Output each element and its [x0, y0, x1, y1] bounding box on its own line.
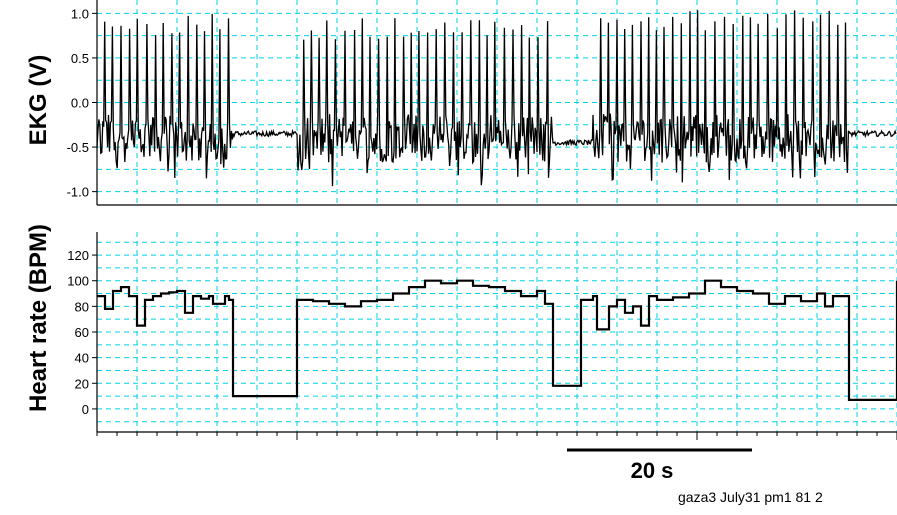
hr-tick-label: 60	[75, 325, 89, 340]
hr-x-ticks	[96, 432, 897, 440]
hr-tick-label: 20	[75, 376, 89, 391]
footer-text: gaza3 July31 pm1 81 2	[678, 489, 823, 505]
scale-bar-label: 20 s	[631, 458, 674, 483]
hr-tick-label: 100	[67, 274, 89, 289]
ekg-tick-label: -1.0	[67, 185, 89, 200]
hr-y-label: Heart rate (BPM)	[25, 224, 52, 412]
scale-bar: 20 s	[567, 448, 752, 483]
hr-tick-label: 120	[67, 248, 89, 263]
hr-grid	[96, 232, 897, 432]
ekg-tick-label: 0.5	[71, 51, 89, 66]
heart-rate-series	[97, 279, 897, 401]
ekg-tick-label: 1.0	[71, 6, 89, 21]
ekg-trace	[96, 10, 897, 187]
ekg-tick-label: -0.5	[67, 140, 89, 155]
hr-y-ticks: 120 100 80 60 40 20 0	[67, 248, 97, 417]
ekg-panel: 1.0 0.5 0.0 -0.5 -1.0 EKG (V)	[25, 0, 897, 206]
heart-rate-panel: 120 100 80 60 40 20 0 Heart rate (BPM)	[25, 224, 897, 440]
hr-tick-label: 80	[75, 299, 89, 314]
ekg-y-ticks: 1.0 0.5 0.0 -0.5 -1.0	[67, 6, 97, 200]
ekg-tick-label: 0.0	[71, 96, 89, 111]
hr-tick-label: 0	[82, 402, 89, 417]
hr-tick-label: 40	[75, 351, 89, 366]
ekg-y-label: EKG (V)	[25, 55, 52, 146]
